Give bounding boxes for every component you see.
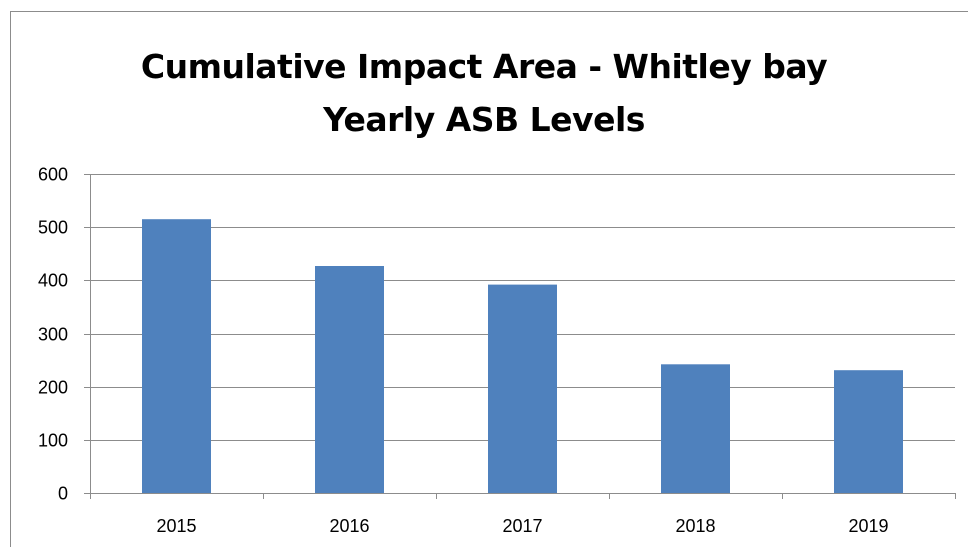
x-tick-label-2018: 2018	[675, 516, 715, 536]
bar-2019	[834, 370, 903, 493]
x-tick-label-2019: 2019	[848, 516, 888, 536]
bars	[142, 219, 903, 493]
bar-2018	[661, 364, 730, 493]
axes	[84, 174, 956, 499]
y-tick-label-0: 0	[58, 484, 68, 504]
x-tick-label-2017: 2017	[502, 516, 542, 536]
y-tick-label-100: 100	[38, 431, 68, 451]
bar-2016	[315, 266, 384, 493]
y-tick-label-300: 300	[38, 325, 68, 345]
y-tick-label-500: 500	[38, 218, 68, 238]
bar-2015	[142, 219, 211, 493]
chart-title-line-2: Yearly ASB Levels	[323, 100, 645, 139]
chart-title-line-1: Cumulative Impact Area - Whitley bay	[140, 47, 828, 86]
y-tick-label-600: 600	[38, 165, 68, 185]
y-tick-label-400: 400	[38, 271, 68, 291]
x-tick-label-2015: 2015	[156, 516, 196, 536]
chart-title: Cumulative Impact Area - Whitley bay Yea…	[0, 40, 968, 146]
y-tick-label-200: 200	[38, 378, 68, 398]
bar-2017	[488, 284, 557, 493]
x-tick-labels: 2015 2016 2017 2018 2019	[156, 516, 888, 536]
y-tick-labels: 0 100 200 300 400 500 600	[38, 165, 68, 504]
x-tick-label-2016: 2016	[329, 516, 369, 536]
